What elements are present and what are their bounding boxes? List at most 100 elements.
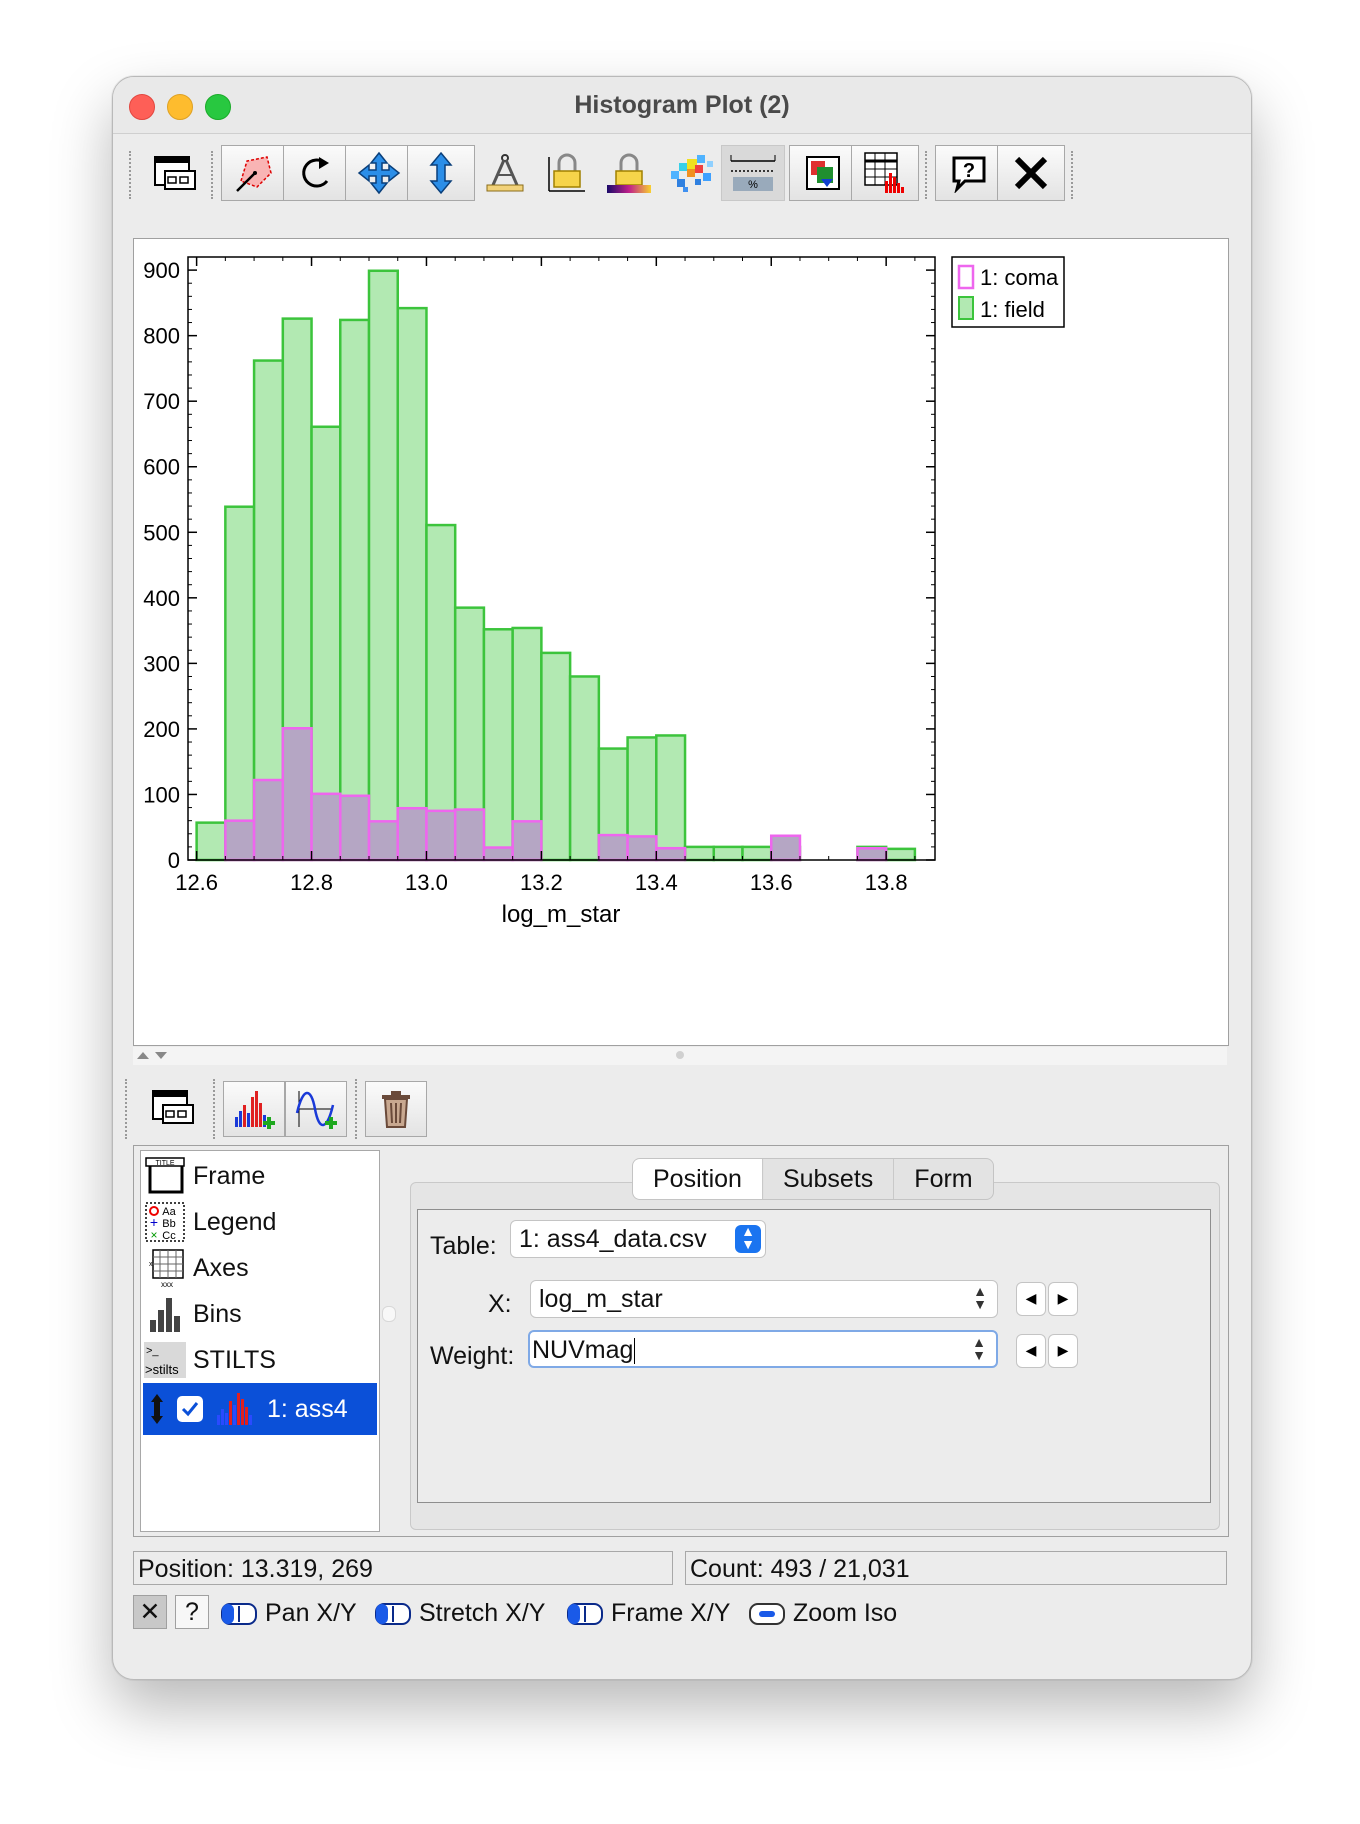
- layer-item-bins[interactable]: Bins: [141, 1289, 379, 1339]
- y-tick-label-4: 400: [143, 586, 180, 611]
- panel-splitter[interactable]: [133, 1047, 1227, 1065]
- bar-1-coma-7: [396, 806, 428, 862]
- y-tick-label-8: 800: [143, 324, 180, 349]
- density-button[interactable]: [659, 145, 727, 201]
- svg-text:Aa: Aa: [162, 1206, 176, 1218]
- mode-stretch-label: Stretch X/Y: [419, 1599, 546, 1627]
- x-next-button[interactable]: ▶: [1048, 1282, 1078, 1316]
- legend-label-coma: 1: coma: [980, 265, 1059, 290]
- export-button[interactable]: [789, 145, 857, 201]
- x-label: X:: [488, 1290, 512, 1318]
- layer-item-frame[interactable]: TITLE Frame: [141, 1151, 379, 1201]
- pan-axes-button[interactable]: [345, 145, 413, 201]
- close-window-button[interactable]: [129, 94, 155, 120]
- zoom-window-button[interactable]: [205, 94, 231, 120]
- bar-form-button[interactable]: %: [721, 145, 785, 201]
- question-icon: ?: [185, 1598, 199, 1626]
- x-input[interactable]: log_m_star ▲ ▼: [530, 1280, 998, 1318]
- checkmark-icon: [181, 1402, 199, 1417]
- blob-select-button[interactable]: [221, 145, 289, 201]
- mode-zoom-label: Zoom Iso: [793, 1599, 898, 1627]
- tab-pane: Table: 1: ass4_data.csv ▲ ▼ X: log_m_star…: [410, 1182, 1220, 1530]
- y-stretch-button[interactable]: [407, 145, 475, 201]
- x-tick-label-6: 13.8: [865, 870, 908, 895]
- legend-swatch-field: [958, 296, 974, 320]
- bar-1-coma-20: [769, 834, 802, 862]
- mode-pan-label: Pan X/Y: [265, 1599, 357, 1627]
- axis-lock-icon: [548, 153, 585, 192]
- x-tick-label-3: 13.2: [520, 870, 563, 895]
- window-title: Histogram Plot (2): [574, 91, 790, 119]
- split-down-icon: [155, 1052, 167, 1059]
- tab-subsets[interactable]: Subsets: [761, 1159, 893, 1199]
- plot-panel[interactable]: 0 100 200 300 400 500 600 700 800 900 12.6 12.8 13.…: [133, 238, 1229, 1046]
- add-histogram-button[interactable]: [223, 1081, 285, 1137]
- x-input-value: log_m_star: [539, 1285, 663, 1313]
- layer-toolbar: [113, 1067, 1251, 1145]
- mode-bar: ✕ ? Pan X/Y Stretch X/Y Frame X/Y Zoom I…: [113, 1591, 1251, 1635]
- aux-lock-button[interactable]: [595, 145, 663, 201]
- bar-1-field-5: [339, 318, 371, 862]
- position-status: Position: 13.319, 269: [133, 1551, 673, 1585]
- layer-item-axes[interactable]: xxx x Axes: [141, 1243, 379, 1293]
- bar-1-coma-16: [655, 846, 687, 862]
- y-tick-label-9: 900: [143, 258, 180, 283]
- histogram-table-button[interactable]: [851, 145, 919, 201]
- bar-1-field-7: [396, 306, 428, 862]
- svg-text:Cc: Cc: [162, 1230, 176, 1242]
- table-label: Table:: [430, 1232, 497, 1260]
- help-icon: ?: [952, 156, 986, 193]
- pan-axes-icon: [357, 151, 401, 195]
- bar-1-coma-9: [453, 808, 486, 862]
- x-prev-button[interactable]: ◀: [1016, 1282, 1046, 1316]
- layer-list[interactable]: TITLE Frame Aa + Bb × Cc Legend xxx x Axes Bi…: [140, 1150, 380, 1532]
- replot-button[interactable]: [283, 145, 351, 201]
- svg-text:>stilts: >stilts: [145, 1362, 179, 1377]
- position-form: Table: 1: ass4_data.csv ▲ ▼ X: log_m_star…: [417, 1209, 1211, 1503]
- bar-1-field-0: [195, 821, 227, 862]
- y-tick-label-6: 600: [143, 455, 180, 480]
- layer-window-button[interactable]: [139, 1079, 207, 1135]
- axis-lock-button[interactable]: [533, 145, 601, 201]
- new-window-button[interactable]: [141, 145, 209, 201]
- histogram-chart[interactable]: 0 100 200 300 400 500 600 700 800 900 12.6 12.8 13.…: [134, 239, 1228, 1045]
- layer-config-panel: TITLE Frame Aa + Bb × Cc Legend xxx x Axes Bi…: [133, 1145, 1229, 1537]
- weight-input[interactable]: NUVmag ▲ ▼: [528, 1330, 998, 1368]
- tab-form[interactable]: Form: [893, 1159, 992, 1199]
- layer-item-histogram[interactable]: 1: ass4: [143, 1383, 377, 1435]
- weight-prev-button[interactable]: ◀: [1016, 1334, 1046, 1368]
- tab-position[interactable]: Position: [633, 1159, 762, 1199]
- help-button[interactable]: ?: [935, 145, 1003, 201]
- bar-1-coma-11: [511, 820, 543, 862]
- x-tick-label-4: 13.4: [635, 870, 678, 895]
- layer-visible-checkbox[interactable]: [177, 1396, 203, 1422]
- layer-item-stilts[interactable]: >_ >stilts STILTS: [141, 1335, 379, 1385]
- close-button[interactable]: [997, 145, 1065, 201]
- axis-compass-button[interactable]: [471, 145, 539, 201]
- list-scroll-handle[interactable]: [382, 1306, 396, 1322]
- bar-1-field-10: [482, 628, 514, 862]
- stilts-icon: >_ >stilts: [144, 1342, 186, 1378]
- svg-text:>_: >_: [146, 1345, 159, 1357]
- mode-zoom: Zoom Iso: [749, 1599, 897, 1628]
- layer-item-legend[interactable]: Aa + Bb × Cc Legend: [141, 1197, 379, 1247]
- add-function-button[interactable]: [285, 1081, 347, 1137]
- weight-next-button[interactable]: ▶: [1048, 1334, 1078, 1368]
- y-tick-label-3: 300: [143, 651, 180, 676]
- x-axis-label: log_m_star: [502, 901, 621, 928]
- bar-1-field-13: [568, 675, 601, 862]
- legend-icon: Aa + Bb × Cc: [145, 1202, 185, 1242]
- axis-compass-icon: [486, 154, 524, 192]
- mode-help-button[interactable]: ?: [175, 1595, 209, 1629]
- mouse-drag-icon: [567, 1602, 603, 1625]
- minimize-window-button[interactable]: [167, 94, 193, 120]
- clear-button[interactable]: ✕: [133, 1595, 167, 1629]
- drag-handle-icon[interactable]: [149, 1392, 165, 1426]
- right-arrow-icon: ▶: [1057, 1342, 1069, 1358]
- bar-1-field-1: [224, 505, 256, 862]
- frame-icon: TITLE: [145, 1157, 185, 1194]
- table-select[interactable]: 1: ass4_data.csv ▲ ▼: [510, 1220, 766, 1258]
- x-icon: ✕: [139, 1598, 161, 1626]
- delete-layer-button[interactable]: [365, 1081, 427, 1137]
